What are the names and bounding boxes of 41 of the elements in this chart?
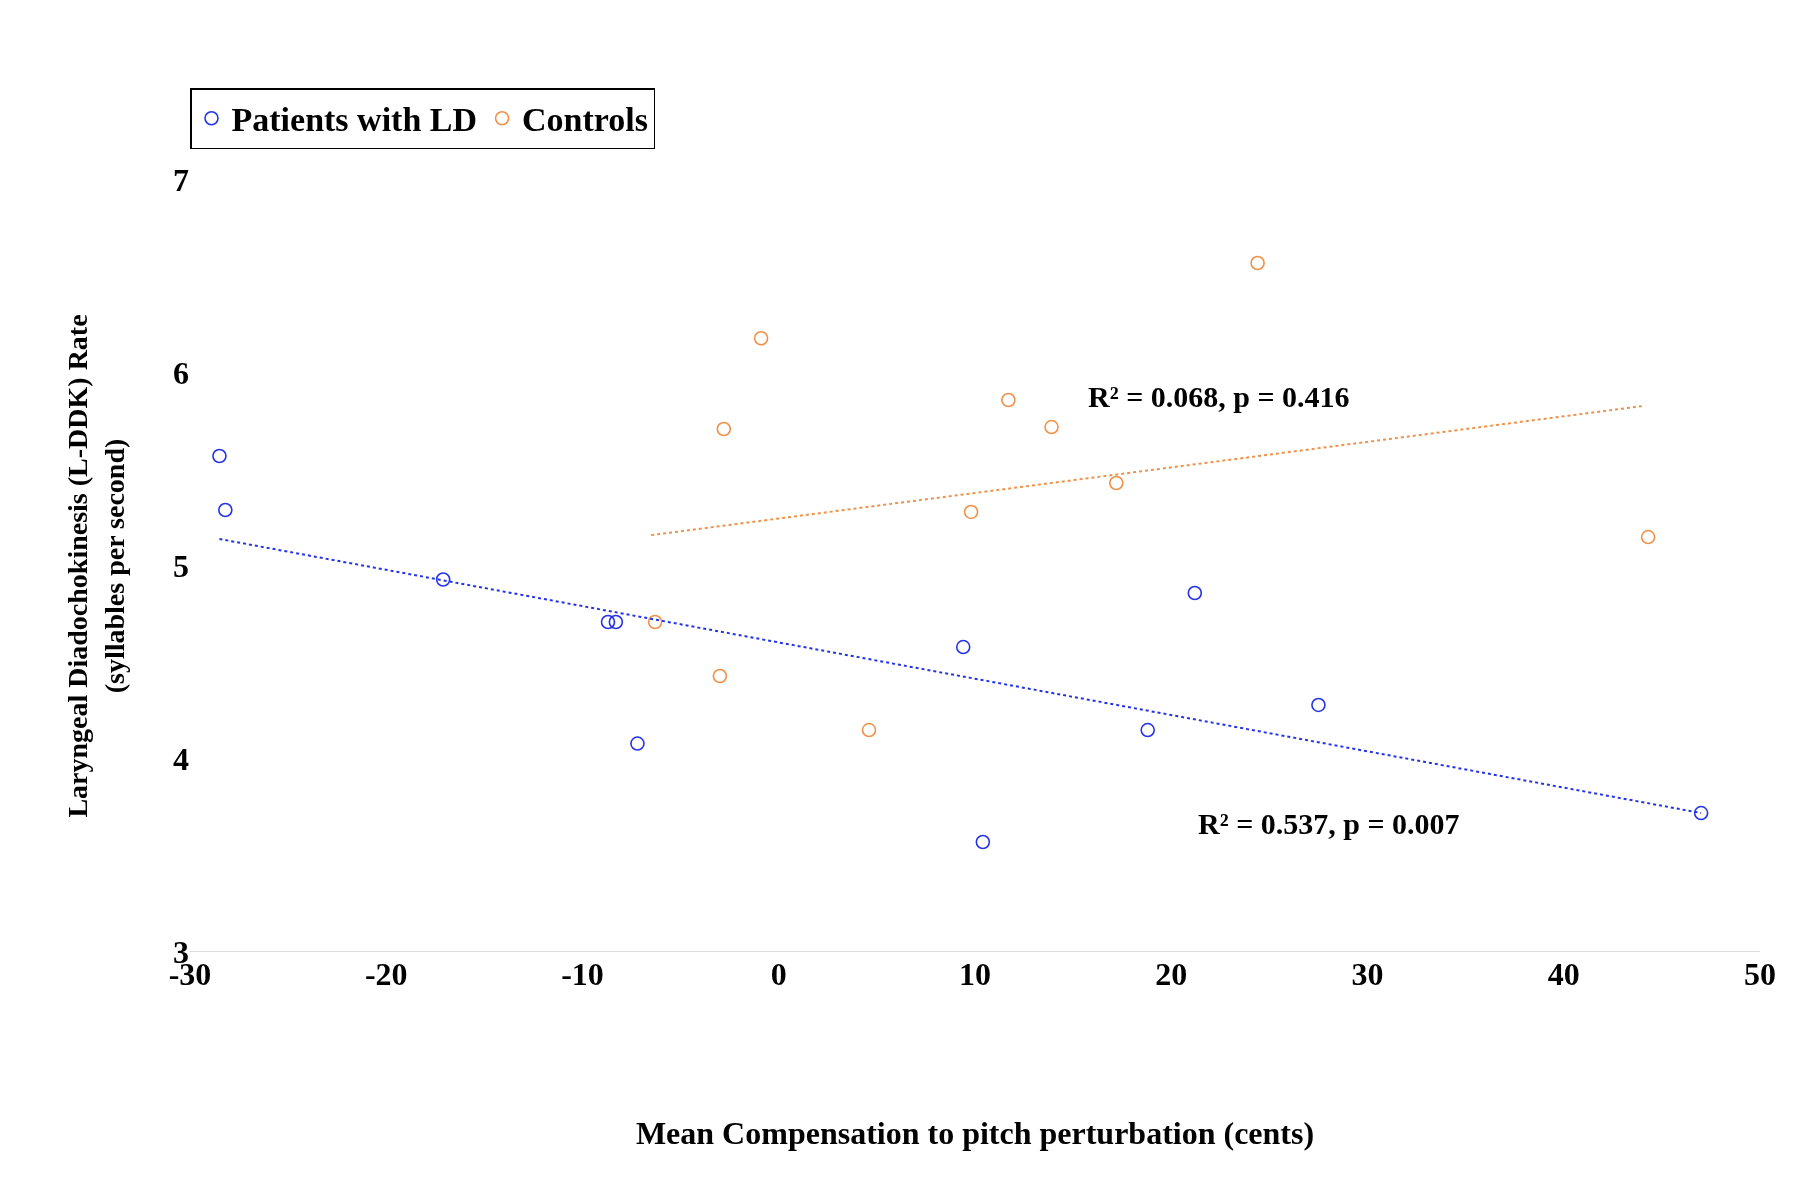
point bbox=[608, 614, 624, 630]
point bbox=[1187, 585, 1203, 601]
point bbox=[955, 639, 971, 655]
x-tick-label: -20 bbox=[364, 956, 408, 992]
legend-label: Controls bbox=[522, 101, 649, 139]
point bbox=[1311, 697, 1326, 713]
y-tick-label: 5 bbox=[173, 548, 189, 585]
point bbox=[1109, 475, 1124, 491]
x-tick-label: 10 bbox=[959, 956, 991, 992]
y-axis-title: Laryngeal Diadochokinesis (L-DDK) Rate (syllables per second) bbox=[62, 314, 130, 818]
x-tick-label: 20 bbox=[1155, 956, 1188, 992]
point bbox=[212, 448, 227, 464]
point bbox=[861, 722, 877, 738]
point bbox=[218, 502, 233, 518]
y-tick-label: 7 bbox=[173, 162, 189, 199]
y-tick-label: 6 bbox=[173, 355, 189, 392]
y-tick-label: 4 bbox=[173, 741, 189, 778]
point bbox=[753, 330, 769, 346]
point bbox=[1140, 722, 1155, 738]
point bbox=[1640, 529, 1656, 545]
legend-label: Patients with LD bbox=[231, 101, 478, 139]
point bbox=[435, 572, 451, 587]
x-tick-label: 30 bbox=[1351, 956, 1384, 992]
x-tick-label: 0 bbox=[770, 956, 787, 992]
point bbox=[647, 614, 663, 630]
point bbox=[1693, 805, 1709, 821]
annotation: R² = 0.068, p = 0.416 bbox=[1088, 380, 1350, 413]
point bbox=[1250, 255, 1265, 271]
point bbox=[1044, 419, 1059, 435]
point bbox=[630, 736, 645, 751]
point bbox=[1001, 392, 1016, 408]
point bbox=[712, 668, 728, 684]
point bbox=[963, 504, 979, 520]
point bbox=[975, 834, 991, 850]
x-tick-label: 50 bbox=[1744, 956, 1776, 992]
point bbox=[716, 421, 732, 437]
point bbox=[600, 614, 616, 630]
x-axis-title: Mean Compensation to pitch perturbation (cents) bbox=[635, 1114, 1315, 1151]
x-tick-label: -10 bbox=[561, 956, 604, 992]
annotation: R² = 0.537, p = 0.007 bbox=[1198, 807, 1460, 840]
x-tick-label: 40 bbox=[1547, 956, 1580, 992]
